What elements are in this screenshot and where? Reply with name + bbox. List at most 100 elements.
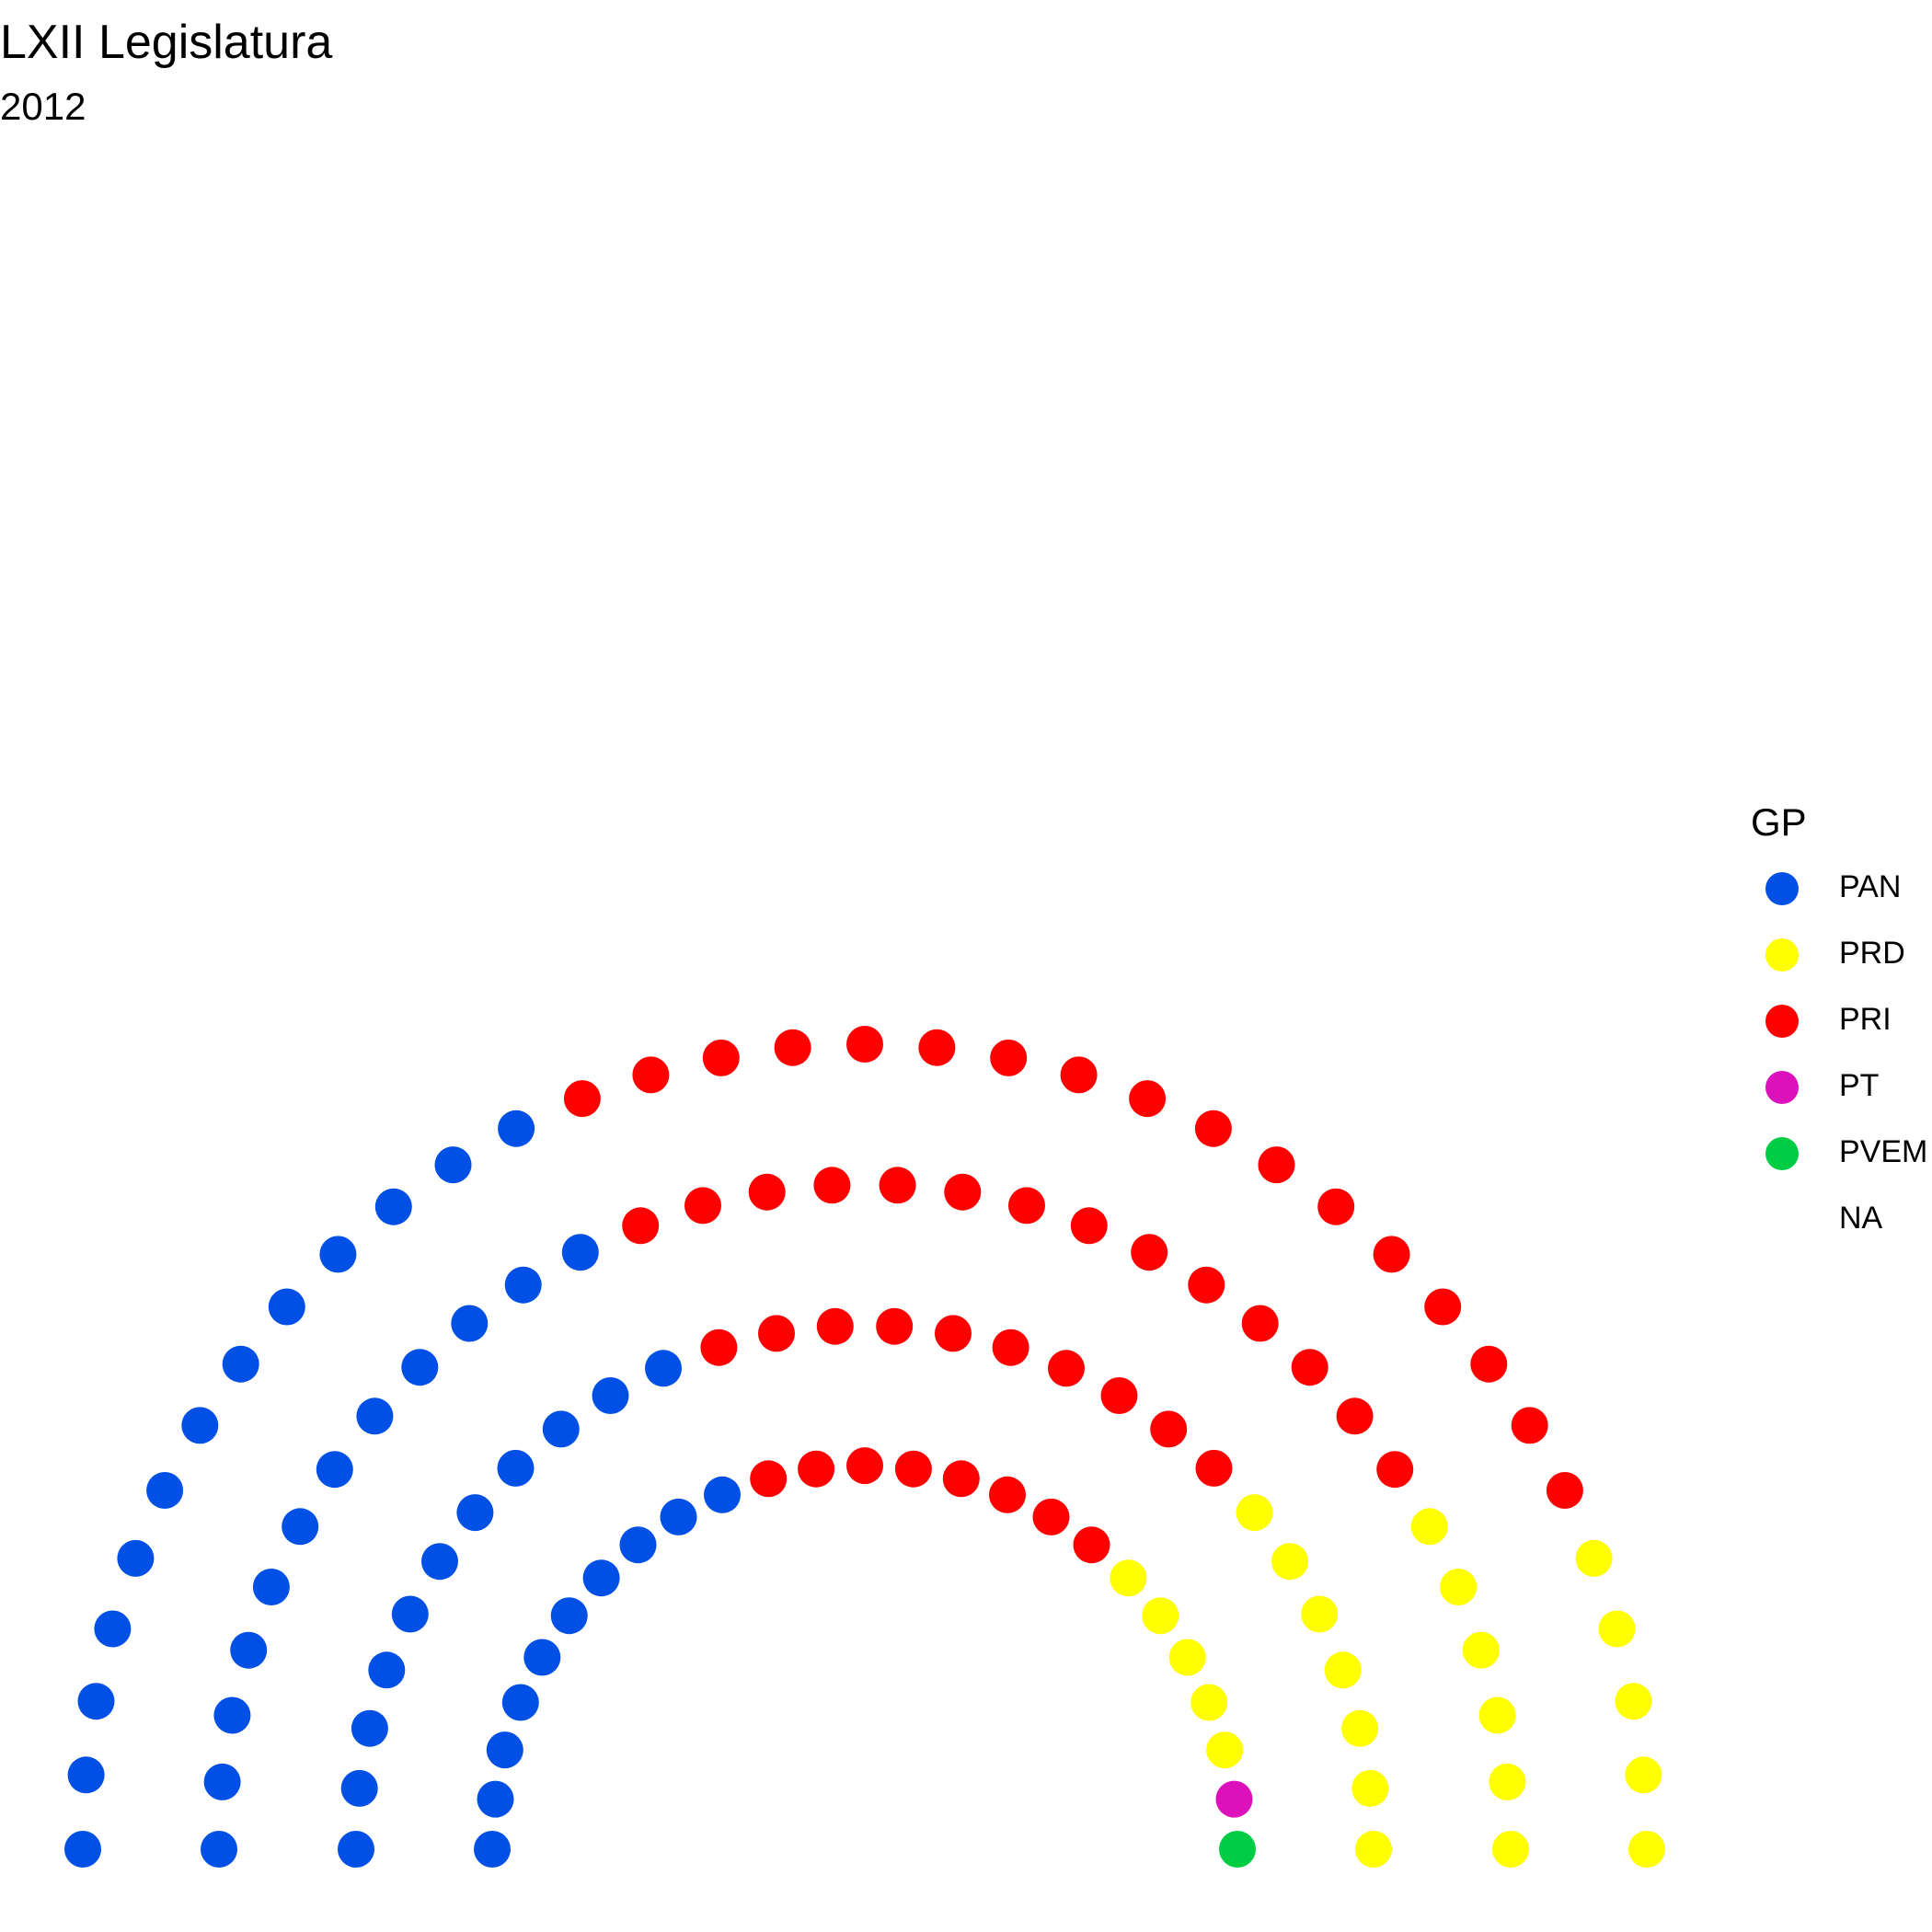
seat-pri <box>1373 1236 1410 1273</box>
seat-pri <box>935 1315 972 1352</box>
seat-pan <box>542 1410 580 1448</box>
seat-pri <box>879 1167 916 1204</box>
seat-prd <box>1615 1683 1652 1720</box>
seat-prd <box>1462 1631 1500 1669</box>
legend-label: PRI <box>1839 1002 1892 1037</box>
legend-item-prd: PRD <box>1751 922 1932 988</box>
seat-pri <box>1060 1056 1098 1094</box>
seat-pan <box>501 1684 539 1721</box>
seat-pan <box>645 1350 682 1387</box>
legend-item-pvem: PVEM <box>1751 1121 1932 1187</box>
seat-pan <box>704 1476 741 1513</box>
seat-pan <box>582 1559 620 1597</box>
seat-pan <box>319 1236 357 1273</box>
seat-pri <box>816 1307 854 1345</box>
seat-prd <box>1410 1508 1448 1546</box>
seat-prd <box>1142 1597 1179 1635</box>
seat-pan <box>351 1709 388 1747</box>
seat-prd <box>1478 1696 1516 1734</box>
seat-prd <box>1190 1684 1228 1721</box>
seat-pan <box>498 1110 535 1147</box>
seat-pan <box>550 1597 588 1635</box>
seat-pan <box>201 1831 237 1868</box>
seat-pan <box>117 1539 155 1577</box>
seat-pan <box>451 1305 489 1342</box>
seat-pri <box>846 1447 883 1485</box>
seat-prd <box>1628 1831 1665 1868</box>
seat-pri <box>1129 1080 1167 1118</box>
seat-pan <box>282 1508 319 1546</box>
seat-pan <box>222 1345 259 1383</box>
seat-pan <box>477 1780 514 1818</box>
seat-pri <box>944 1173 982 1211</box>
seat-prd <box>1492 1831 1529 1868</box>
seat-pri <box>1032 1498 1070 1535</box>
seat-pri <box>992 1328 1029 1366</box>
seat-pri <box>1073 1526 1110 1564</box>
seat-pri <box>1131 1234 1168 1271</box>
seat-pri <box>750 1460 788 1498</box>
seat-pan <box>316 1451 353 1489</box>
seat-pri <box>1195 1449 1233 1487</box>
seat-prd <box>1489 1763 1526 1800</box>
seat-pan <box>368 1651 406 1689</box>
legend-label: PAN <box>1839 869 1902 904</box>
legend-key <box>1765 872 1799 905</box>
legend-items: PAN PRD PRI PT PVEM NA <box>1751 856 1932 1253</box>
seat-pan <box>230 1631 268 1669</box>
seat-pri <box>1100 1377 1138 1414</box>
seat-pri <box>774 1029 811 1066</box>
legend-item-pri: PRI <box>1751 988 1932 1054</box>
seat-pan <box>252 1569 290 1605</box>
seat-pan <box>474 1831 511 1868</box>
seat-pan <box>434 1146 472 1184</box>
seat-pan <box>67 1756 105 1794</box>
seat-pri <box>1424 1288 1462 1326</box>
seat-pri <box>622 1207 660 1245</box>
legend-item-pt: PT <box>1751 1054 1932 1121</box>
legend-label: PT <box>1839 1068 1880 1103</box>
seat-pan <box>523 1639 561 1676</box>
seat-pri <box>989 1476 1026 1513</box>
seat-pan <box>497 1449 535 1487</box>
seat-pan <box>374 1188 412 1225</box>
seat-pri <box>1008 1187 1045 1225</box>
seat-pri <box>1150 1410 1188 1448</box>
seat-prd <box>1598 1610 1636 1648</box>
seat-pri <box>876 1307 914 1345</box>
legend-item-pan: PAN <box>1751 856 1932 922</box>
seat-pri <box>1470 1345 1508 1383</box>
seat-prd <box>1625 1756 1662 1794</box>
chart-title: LXII Legislatura <box>0 16 333 69</box>
seat-pan <box>64 1831 101 1868</box>
seat-pan <box>592 1377 629 1414</box>
seat-pan <box>213 1696 251 1734</box>
seat-pan <box>619 1526 657 1564</box>
seat-pri <box>1258 1146 1295 1184</box>
legend: GP PAN PRD PRI PT PVEM NA <box>1751 799 1932 1253</box>
seat-pri <box>1317 1188 1355 1225</box>
seat-prd <box>1440 1569 1478 1605</box>
legend-key <box>1765 1203 1799 1236</box>
legend-label: NA <box>1839 1201 1883 1236</box>
seat-pri <box>758 1315 795 1352</box>
seat-pri <box>702 1039 740 1076</box>
seat-pri <box>632 1056 670 1094</box>
legend-key <box>1765 1005 1799 1038</box>
seat-pri <box>1511 1407 1548 1444</box>
seat-pri <box>1336 1397 1374 1435</box>
seat-pan <box>391 1595 429 1633</box>
seat-pan <box>203 1763 241 1800</box>
seat-pri <box>1376 1451 1414 1489</box>
seat-pri <box>942 1460 980 1498</box>
legend-key <box>1765 938 1799 972</box>
seat-pri <box>846 1026 883 1063</box>
seat-pan <box>660 1498 697 1535</box>
seat-pri <box>813 1167 851 1204</box>
seat-pri <box>1048 1350 1085 1387</box>
legend-label: PVEM <box>1839 1134 1928 1169</box>
seat-pan <box>146 1472 184 1509</box>
seat-pri <box>563 1080 601 1118</box>
seat-prd <box>1351 1769 1389 1807</box>
